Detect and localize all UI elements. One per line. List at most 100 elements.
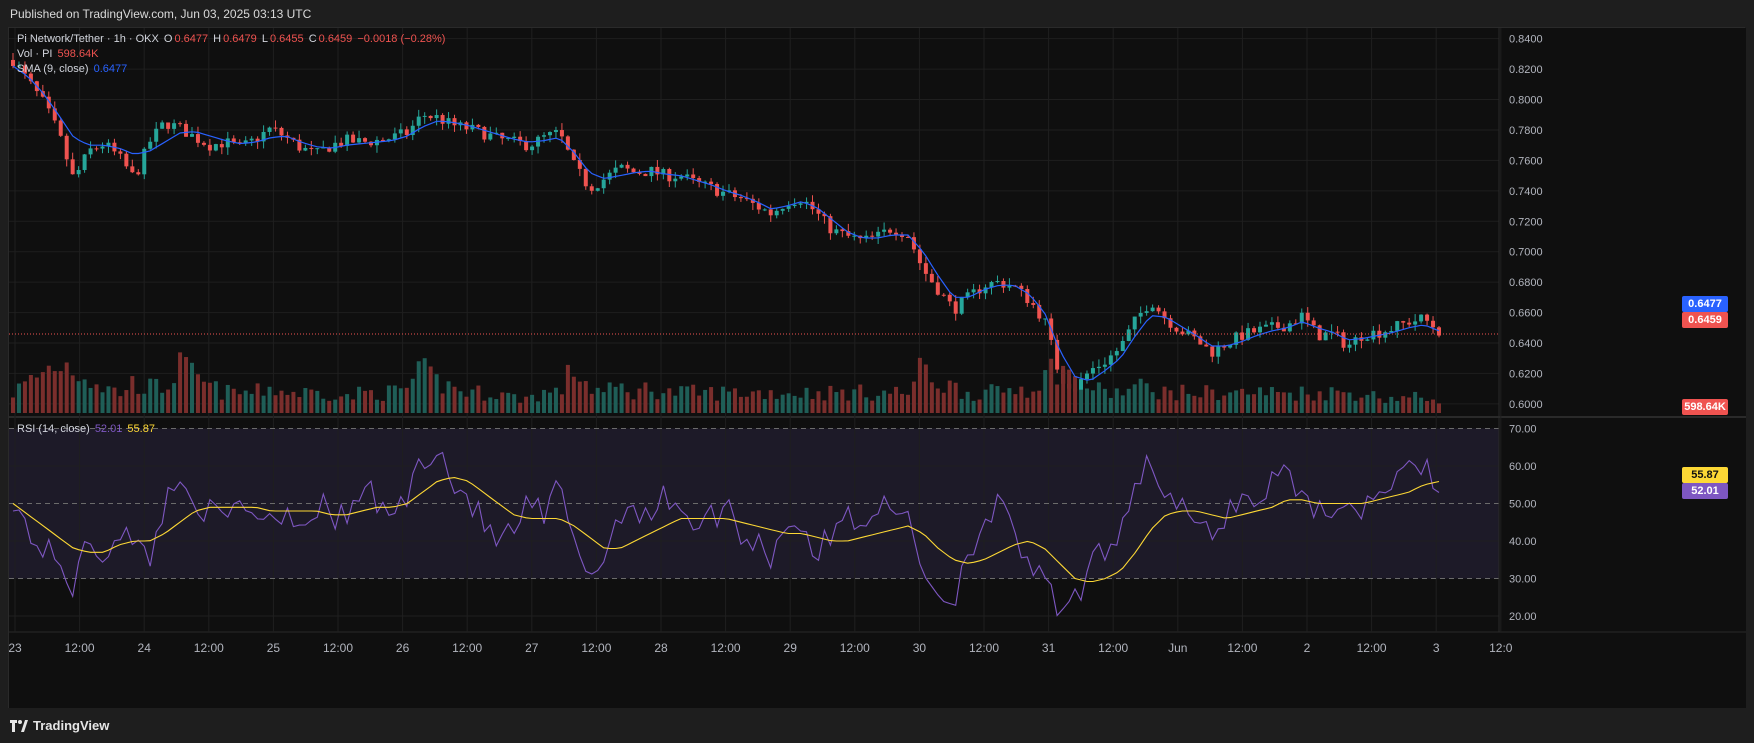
volume-bar — [1156, 399, 1161, 413]
volume-bar — [464, 396, 469, 413]
volume-bar — [225, 384, 230, 413]
volume-bar — [1067, 369, 1072, 413]
volume-bar — [923, 364, 928, 413]
candle-body — [1102, 364, 1107, 367]
candle-body — [941, 294, 946, 296]
volume-bar — [971, 400, 976, 413]
rsi-ma-value: 55.87 — [127, 423, 155, 435]
volume-bar — [613, 386, 618, 413]
volume-bar — [559, 394, 564, 413]
tradingview-logo[interactable]: TradingView — [10, 718, 109, 733]
candle-body — [971, 289, 976, 293]
volume-bar — [321, 398, 326, 413]
volume-bar — [864, 397, 869, 413]
volume-bar — [1186, 393, 1191, 413]
time-axis-label: 12:0 — [1489, 641, 1513, 655]
candle-body — [1007, 285, 1012, 288]
time-axis-label: 12:00 — [581, 641, 611, 655]
volume-bar — [112, 387, 117, 413]
candle-body — [1317, 325, 1322, 341]
candle-body — [28, 73, 33, 82]
volume-bar — [625, 392, 630, 413]
volume-bar — [822, 400, 827, 413]
chart-canvas[interactable]: 23 12:00 24 12:00 25 12:00 26 12:00 27 12:00 28 12:… — [9, 28, 1746, 709]
volume-bar — [46, 365, 51, 413]
volume-bar — [279, 390, 284, 413]
volume-bar — [530, 394, 535, 413]
volume-bar — [858, 384, 863, 413]
volume-bar — [231, 388, 236, 413]
chart-frame[interactable]: 23 12:00 24 12:00 25 12:00 26 12:00 27 12:00 28 12:… — [8, 27, 1746, 709]
volume-bar — [166, 389, 171, 413]
candle-body — [559, 130, 564, 137]
candle-body — [804, 201, 809, 204]
candle-body — [1353, 337, 1358, 345]
candle-body — [989, 282, 994, 288]
volume-bar — [846, 400, 851, 413]
candle-body — [846, 231, 851, 236]
candle-body — [840, 229, 845, 232]
volume-bar — [685, 386, 690, 413]
candle-body — [303, 147, 308, 151]
volume-bar — [1365, 394, 1370, 413]
volume-bar — [1395, 400, 1400, 413]
volume-bar — [1317, 391, 1322, 413]
volume-bar — [309, 389, 314, 413]
volume-bar — [374, 399, 379, 413]
sma-label: SMA (9, close) — [17, 63, 89, 75]
candle-body — [1079, 379, 1084, 392]
candle-body — [667, 169, 672, 182]
price-axis-label: 0.7600 — [1509, 155, 1543, 167]
candle-body — [1186, 330, 1191, 335]
volume-bar — [410, 378, 415, 413]
volume-bar — [679, 386, 684, 413]
volume-bar — [291, 391, 296, 413]
volume-bar — [201, 381, 206, 413]
volume-bar — [762, 399, 767, 413]
candle-body — [595, 188, 600, 191]
volume-bar — [1359, 397, 1364, 413]
volume-bar — [619, 383, 624, 413]
candle-body — [398, 129, 403, 134]
candle-body — [380, 139, 385, 141]
candle-body — [876, 231, 881, 237]
volume-bar — [22, 381, 27, 413]
candle-body — [547, 132, 552, 136]
candle-body — [166, 122, 171, 129]
candle-body — [565, 136, 570, 150]
candle-body — [959, 297, 964, 314]
time-axis-label: 30 — [913, 641, 927, 655]
volume-bar — [11, 397, 15, 413]
volume-bar — [333, 399, 338, 413]
candle-body — [643, 173, 648, 177]
candle-body — [1252, 328, 1257, 333]
open-label: O — [163, 33, 173, 45]
volume-bar — [1252, 394, 1257, 413]
time-axis-label: 12:00 — [840, 641, 870, 655]
volume-bar — [512, 394, 517, 413]
volume-bar — [1055, 384, 1060, 413]
volume-bar — [673, 395, 678, 413]
volume-bar — [1079, 389, 1084, 413]
volume-bar — [351, 399, 356, 413]
candle-body — [446, 118, 451, 124]
candle-body — [1138, 312, 1143, 317]
candle-body — [1275, 322, 1280, 328]
candle-body — [744, 198, 749, 200]
volume-bar — [697, 395, 702, 413]
volume-bar — [774, 398, 779, 413]
volume-bar — [721, 386, 726, 413]
volume-bar — [1204, 385, 1209, 413]
candle-body — [768, 209, 773, 216]
volume-bar — [1114, 388, 1119, 413]
time-axis-label: 12:00 — [65, 641, 95, 655]
volume-bar — [476, 385, 481, 413]
volume-bar — [816, 391, 821, 413]
candle-body — [1281, 327, 1286, 332]
volume-bar — [768, 390, 773, 413]
candle-body — [524, 140, 529, 151]
candle-body — [613, 167, 618, 173]
candle-body — [1055, 339, 1060, 370]
candle-body — [917, 249, 922, 264]
volume-label: Vol · PI — [17, 48, 53, 60]
